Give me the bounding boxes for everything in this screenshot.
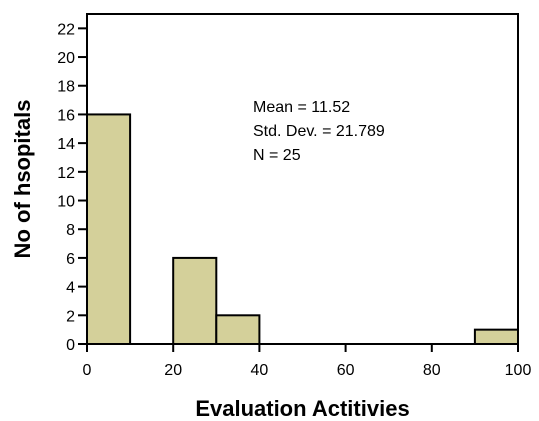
stats-line: Mean = 11.52 xyxy=(253,99,350,116)
x-tick-label: 20 xyxy=(164,362,182,379)
stats-annotation: Mean = 11.52 Std. Dev. = 21.789 N = 25 xyxy=(253,99,385,164)
y-tick-label: 18 xyxy=(57,79,75,96)
x-tick-label: 40 xyxy=(251,362,269,379)
x-tick-label: 0 xyxy=(83,362,92,379)
y-tick-label: 22 xyxy=(57,21,75,38)
histogram-bar-30-40 xyxy=(215,314,261,346)
histogram-bar-90-100 xyxy=(473,328,519,345)
plot-frame xyxy=(86,13,519,345)
x-tick-label: 60 xyxy=(337,362,355,379)
y-tick-label: 20 xyxy=(57,50,75,67)
y-axis: 0 2 4 6 8 10 12 14 16 18 20 22 xyxy=(57,21,87,354)
x-axis-title: Evaluation Actitivies xyxy=(195,396,409,421)
y-tick-label: 0 xyxy=(66,337,75,354)
y-tick-label: 10 xyxy=(57,194,75,211)
x-tick-label: 80 xyxy=(423,362,441,379)
y-tick-label: 6 xyxy=(66,251,75,268)
y-tick-label: 2 xyxy=(66,308,75,325)
histogram-bar-20-30 xyxy=(172,256,218,346)
y-tick-label: 16 xyxy=(57,107,75,124)
bars-group xyxy=(86,113,519,346)
y-tick-label: 12 xyxy=(57,165,75,182)
stats-line: Std. Dev. = 21.789 xyxy=(253,123,385,140)
histogram-bar-0-10 xyxy=(86,113,132,345)
stats-line: N = 25 xyxy=(253,147,301,164)
y-tick-label: 4 xyxy=(66,280,75,297)
x-tick-label: 100 xyxy=(505,362,532,379)
x-axis: 0 20 40 60 80 100 xyxy=(83,344,532,379)
y-tick-label: 14 xyxy=(57,136,75,153)
y-tick-label: 8 xyxy=(66,222,75,239)
y-axis-title: No of hsopitals xyxy=(10,100,35,259)
